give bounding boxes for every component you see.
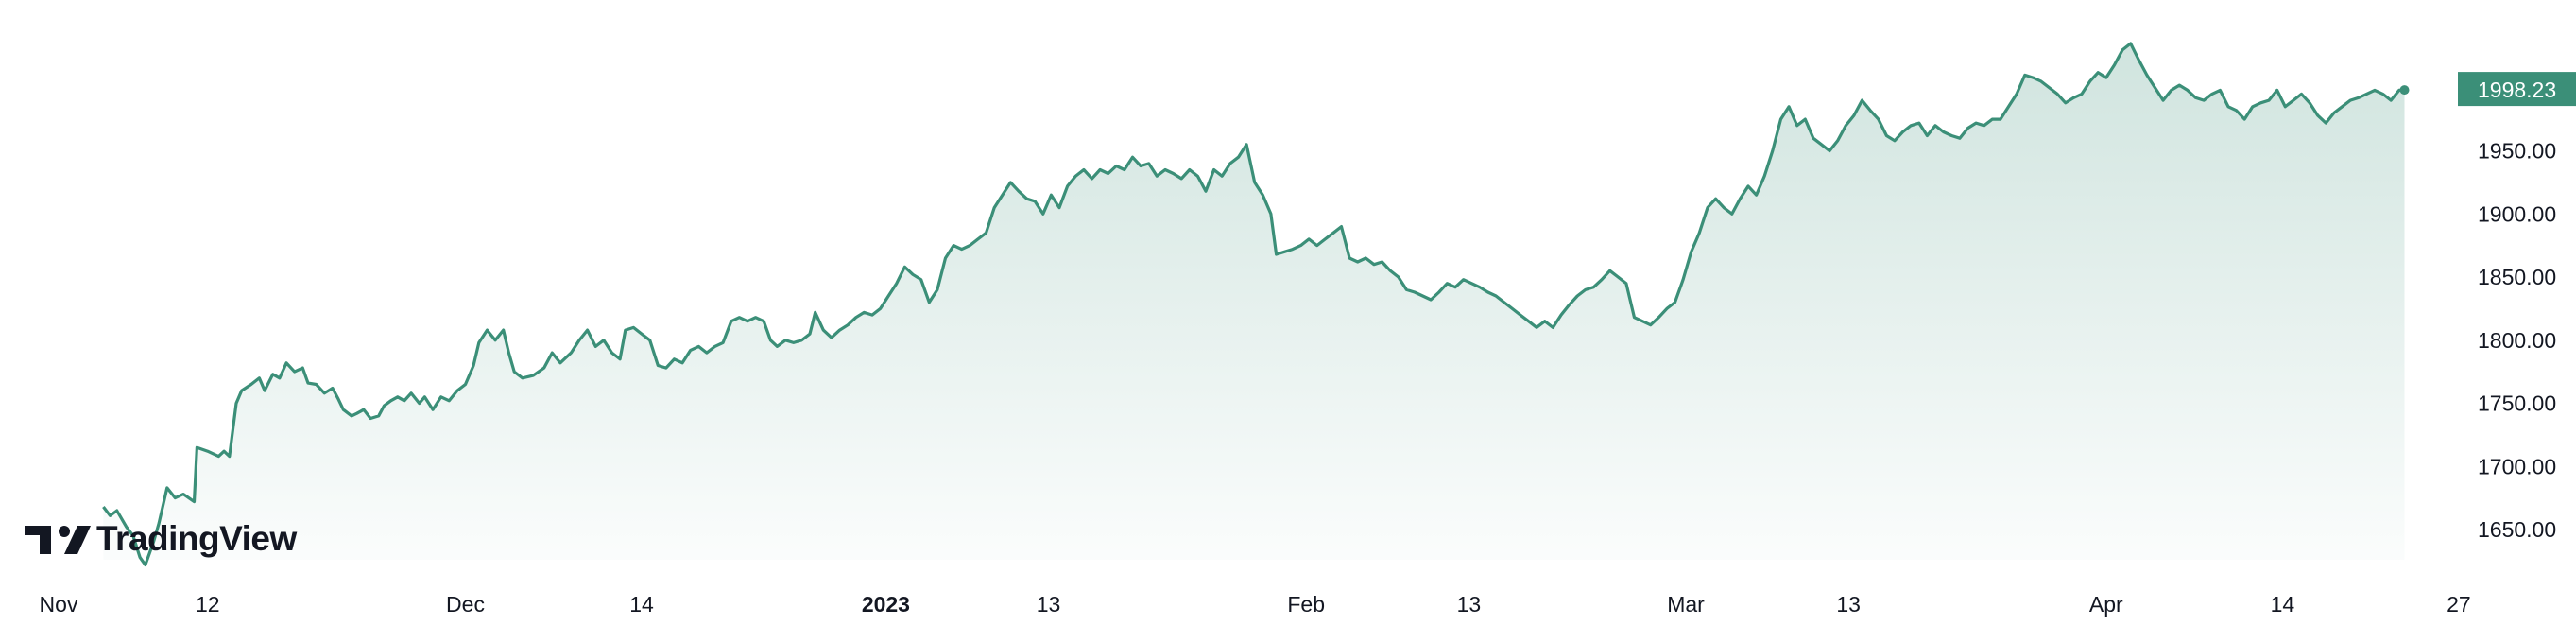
x-tick-label: Dec bbox=[446, 592, 485, 617]
area-fill bbox=[103, 43, 2405, 565]
y-tick-label: 1700.00 bbox=[2478, 454, 2556, 478]
x-tick-label: Mar bbox=[1667, 592, 1705, 617]
tradingview-logo-text: TradingView bbox=[96, 519, 297, 558]
x-tick-label: 13 bbox=[1037, 592, 1061, 617]
x-tick-label: 13 bbox=[1836, 592, 1861, 617]
x-tick-label: 14 bbox=[629, 592, 654, 617]
x-tick-label: Apr bbox=[2089, 592, 2123, 617]
last-price-label-bg bbox=[2458, 72, 2576, 107]
tradingview-logo[interactable]: TradingView bbox=[23, 516, 297, 562]
last-price-label-text: 1998.23 bbox=[2478, 78, 2556, 102]
tradingview-logo-icon bbox=[25, 526, 91, 554]
y-tick-label: 1800.00 bbox=[2478, 328, 2556, 353]
x-tick-label: Nov bbox=[40, 592, 78, 617]
y-tick-label: 1650.00 bbox=[2478, 517, 2556, 542]
x-tick-label: 2023 bbox=[862, 592, 910, 617]
x-tick-label: 14 bbox=[2271, 592, 2295, 617]
last-point-marker bbox=[2399, 85, 2410, 96]
x-tick-label: 13 bbox=[1457, 592, 1482, 617]
y-tick-label: 1950.00 bbox=[2478, 139, 2556, 164]
series-line bbox=[102, 42, 2405, 566]
x-tick-label: 12 bbox=[196, 592, 220, 617]
y-axis: 1650.00 1700.00 1750.00 1800.00 1850.00 1900.… bbox=[2478, 139, 2556, 543]
y-tick-label: 1850.00 bbox=[2478, 265, 2556, 289]
x-tick-label: 27 bbox=[2447, 592, 2471, 617]
x-tick-label: Feb bbox=[1287, 592, 1325, 617]
x-axis: Nov 12 Dec 14 2023 13 Feb 13 Mar 13 Apr 14 27 bbox=[40, 592, 2471, 617]
last-price-label: 1998.23 bbox=[2458, 72, 2576, 107]
plot-area bbox=[102, 42, 2410, 566]
y-tick-label: 1900.00 bbox=[2478, 201, 2556, 226]
y-tick-label: 1750.00 bbox=[2478, 391, 2556, 416]
